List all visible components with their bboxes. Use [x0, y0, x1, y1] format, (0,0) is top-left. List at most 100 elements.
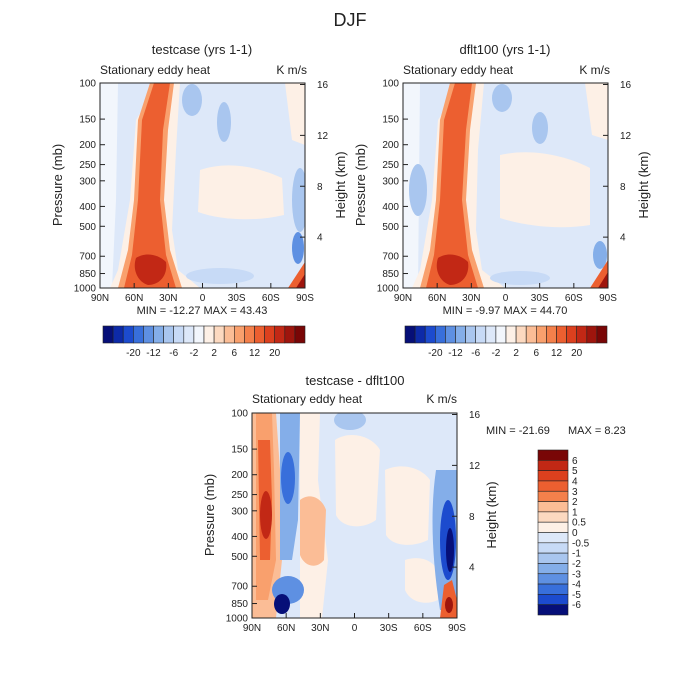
colorbar-swatch	[537, 511, 569, 523]
contour-dark-red	[445, 597, 453, 613]
colorbar-label: 2	[513, 348, 519, 359]
colorbar-swatch	[485, 325, 497, 344]
contour-blue	[492, 84, 512, 112]
panel-units: K m/s	[579, 63, 610, 77]
x-tick-label: 90N	[243, 623, 261, 634]
ylabel-height: Height (km)	[333, 151, 348, 218]
x-tick-label: 60S	[565, 293, 583, 304]
x-tick-label: 90S	[448, 623, 466, 634]
ylabel-height: Height (km)	[484, 481, 499, 548]
colorbar-swatch	[112, 325, 124, 344]
x-tick-label: 0	[352, 623, 358, 634]
x-tick-label: 90S	[599, 293, 617, 304]
colorbar-label: 20	[269, 348, 281, 359]
contour-light-orange	[405, 558, 440, 603]
colorbar-swatch	[143, 325, 154, 344]
colorbar-label: 2	[211, 348, 217, 359]
colorbar-swatch	[213, 325, 225, 344]
panel-stats: MIN = -12.27 MAX = 43.43	[137, 305, 268, 317]
ylabel-pressure: Pressure (mb)	[50, 144, 65, 226]
panel-units: K m/s	[426, 392, 457, 406]
y-right-tick-label: 12	[469, 461, 481, 472]
colorbar-swatch	[404, 325, 416, 344]
colorbar-swatch	[556, 325, 567, 344]
colorbar-label: 12	[551, 348, 563, 359]
colorbar-label: -12	[146, 348, 161, 359]
panel-testcase: testcase (yrs 1-1) Stationary eddy heat …	[50, 42, 348, 359]
contour-navy	[446, 528, 454, 572]
panel-title: testcase (yrs 1-1)	[152, 42, 252, 57]
colorbar-swatch	[163, 325, 175, 344]
y-tick-label: 200	[79, 140, 96, 151]
contour-blue	[593, 241, 607, 269]
panel-stats-max: MAX = 8.23	[568, 425, 626, 437]
x-tick-label: 60N	[428, 293, 446, 304]
contour-blue	[186, 268, 254, 284]
colorbar-swatch	[537, 594, 569, 605]
colorbar-swatch	[566, 325, 577, 344]
y-right-tick-label: 16	[469, 410, 481, 421]
colorbar-label: 0.5	[572, 518, 586, 529]
x-tick-label: 30S	[228, 293, 246, 304]
ylabel-pressure: Pressure (mb)	[202, 474, 217, 556]
y-right-tick-label: 4	[317, 233, 323, 244]
colorbar-swatch	[537, 501, 569, 513]
panel-variable: Stationary eddy heat	[403, 63, 514, 77]
colorbar-label: -6	[471, 348, 480, 359]
y-tick-label: 200	[231, 470, 248, 481]
ylabel-height: Height (km)	[636, 151, 651, 218]
y-tick-label: 500	[231, 552, 248, 563]
colorbar-swatch	[234, 325, 245, 344]
colorbar-swatch	[455, 325, 466, 344]
colorbar-label: 2	[572, 497, 578, 508]
colorbar-label: -6	[572, 600, 581, 611]
x-tick-label: 60N	[125, 293, 143, 304]
colorbar-swatch	[537, 480, 569, 492]
contour-red-orange	[426, 83, 478, 288]
colorbar-swatch	[223, 325, 235, 344]
colorbar-swatch	[465, 325, 477, 344]
colorbar-swatch	[424, 325, 436, 344]
x-tick-label: 0	[200, 293, 206, 304]
colorbar-swatch	[537, 604, 569, 616]
colorbar-swatch	[537, 521, 569, 533]
y-tick-label: 700	[79, 252, 96, 263]
y-tick-label: 150	[382, 115, 399, 126]
x-tick-label: 30N	[462, 293, 480, 304]
y-right-tick-label: 16	[620, 80, 632, 91]
heatmap-field	[252, 413, 457, 618]
contour-blue	[292, 168, 305, 232]
x-tick-label: 90S	[296, 293, 314, 304]
y-tick-label: 100	[79, 79, 96, 90]
colorbar-swatch	[294, 325, 306, 344]
colorbar-swatch	[537, 460, 569, 471]
colorbar-label: -2	[189, 348, 198, 359]
contour-light-orange	[500, 152, 590, 228]
contour-light-orange	[198, 165, 284, 220]
y-tick-label: 200	[382, 140, 399, 151]
colorbar-label: 1	[572, 507, 578, 518]
colorbar-label: -6	[169, 348, 178, 359]
colorbar-swatch	[537, 563, 569, 575]
axis-ticks: 100 150 200 250 300 400 500 700 850 1000 16 12 8 4 90N…	[226, 409, 481, 635]
y-right-tick-label: 4	[620, 233, 626, 244]
contour-navy	[274, 594, 290, 614]
colorbar-swatch	[537, 449, 569, 461]
colorbar-swatch	[537, 532, 569, 544]
colorbar-swatch	[537, 470, 569, 482]
contour-blue	[532, 112, 548, 144]
x-tick-label: 30S	[531, 293, 549, 304]
panel-dflt100: dflt100 (yrs 1-1) Stationary eddy heat K…	[353, 42, 651, 359]
colorbar-label: -2	[491, 348, 500, 359]
contour-dark-red	[296, 274, 305, 288]
colorbar-label: -2	[572, 559, 581, 570]
colorbar-swatch	[537, 490, 569, 502]
colorbar-swatch	[537, 542, 569, 554]
panel-title: dflt100 (yrs 1-1)	[459, 42, 550, 57]
colorbar-swatch	[414, 325, 426, 344]
colorbar-swatch	[203, 325, 215, 344]
colorbar-swatch	[434, 325, 446, 344]
contour-red-orange	[124, 83, 176, 288]
panel-title: testcase - dflt100	[306, 373, 405, 388]
colorbar-label: -1	[572, 549, 581, 560]
